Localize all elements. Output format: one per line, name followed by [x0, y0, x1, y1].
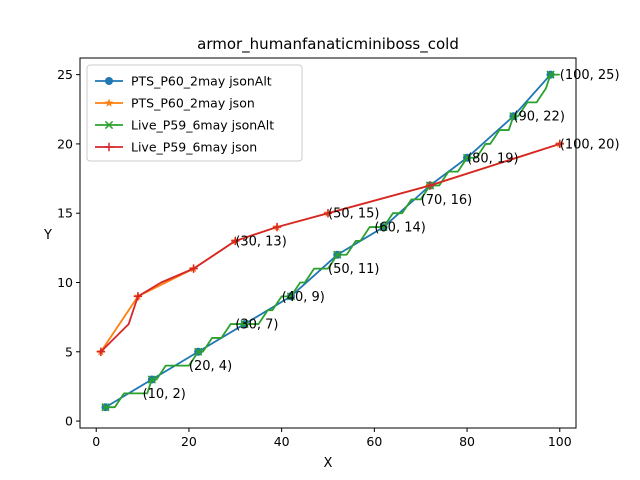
point-annotation: (50, 11) — [328, 262, 380, 277]
legend-box — [86, 64, 303, 162]
plot-frame — [79, 57, 577, 429]
data-point — [194, 347, 203, 356]
series-line — [100, 143, 561, 353]
point-annotation: (40, 9) — [282, 290, 325, 305]
legend-marker — [105, 77, 113, 85]
data-point — [101, 403, 110, 412]
annotations: (10, 2)(20, 4) (30, 7) (40, 9)(50, 11) (60,… — [143, 68, 620, 402]
legend-label: PTS_P60_2may jsonAlt — [131, 74, 272, 89]
x-tick-label: 100 — [548, 434, 572, 449]
series-4 — [96, 139, 564, 356]
chart-title: armor_humanfanaticminiboss_cold — [197, 35, 459, 54]
legend-label: Live_P59_6may jsonAlt — [131, 118, 274, 133]
data-point — [189, 264, 198, 273]
plot-area — [96, 70, 565, 412]
data-point — [147, 375, 156, 384]
data-point — [272, 222, 282, 232]
legend-marker — [104, 120, 114, 130]
point-annotation: (80, 19) — [467, 151, 519, 166]
y-axis-label: Y — [43, 228, 52, 243]
x-tick-label: 0 — [92, 434, 100, 449]
data-point — [333, 250, 342, 259]
point-annotation: (70, 16) — [421, 193, 473, 208]
data-point — [96, 347, 106, 356]
data-point — [286, 292, 296, 301]
data-point — [240, 319, 249, 329]
axes: 0 20 40 60 80 100 0 5 10 15 20 25 — [57, 67, 572, 449]
point-annotation: (10, 2) — [143, 387, 186, 402]
data-point — [379, 222, 388, 232]
y-tick-label: 15 — [57, 206, 73, 221]
x-tick-label: 80 — [459, 434, 475, 449]
y-tick-label: 5 — [65, 344, 73, 359]
legend: PTS_P60_2may jsonAlt PTS_P60_2may json Liv… — [86, 64, 303, 162]
legend-marker — [104, 142, 114, 152]
legend-label: PTS_P60_2may json — [131, 96, 255, 111]
legend-marker — [104, 98, 114, 107]
point-annotation: (20, 4) — [189, 359, 232, 374]
data-point — [555, 139, 564, 149]
y-tick-label: 10 — [57, 275, 73, 290]
point-annotation: (100, 20) — [560, 137, 620, 152]
data-point — [133, 292, 143, 301]
data-point — [546, 70, 555, 79]
y-tick-label: 25 — [57, 67, 73, 82]
data-point — [425, 181, 435, 190]
x-tick-label: 60 — [366, 434, 382, 449]
point-annotation: (90, 22) — [513, 110, 565, 125]
data-point — [462, 153, 472, 162]
point-annotation: (30, 13) — [235, 234, 287, 249]
data-point — [323, 209, 333, 218]
y-tick-label: 0 — [65, 414, 73, 429]
x-axis-label: X — [324, 456, 333, 471]
data-point — [509, 112, 518, 121]
data-point — [231, 236, 240, 246]
series-line — [105, 73, 560, 409]
point-annotation: (60, 14) — [374, 221, 426, 236]
series-3 — [101, 70, 560, 412]
x-tick-label: 20 — [181, 434, 197, 449]
point-annotation: (100, 25) — [560, 68, 620, 83]
y-tick-label: 20 — [57, 136, 73, 151]
point-annotation: (30, 7) — [235, 318, 278, 333]
legend-label: Live_P59_6may json — [131, 140, 257, 155]
point-annotation: (50, 15) — [328, 207, 380, 222]
x-tick-label: 40 — [274, 434, 290, 449]
